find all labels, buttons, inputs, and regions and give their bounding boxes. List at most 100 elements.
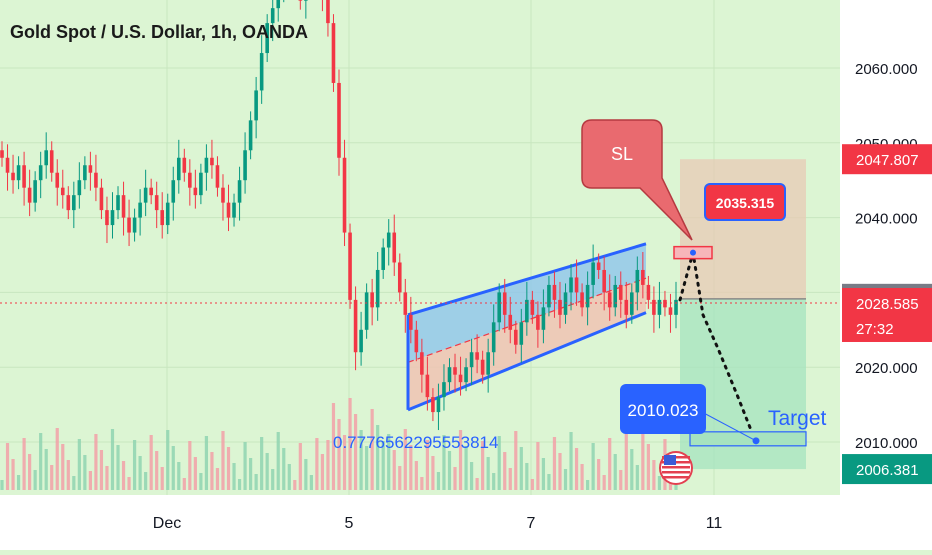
target-price-box [620,384,706,434]
volume-bar [469,462,474,490]
volume-bar [33,470,37,490]
candle-body [580,292,584,308]
candle-body [259,53,264,91]
volume-bar [569,432,573,490]
volume-bar [83,455,87,490]
volume-bar [597,459,601,490]
candle-body [519,322,524,345]
y-tick-label: 2060.000 [855,61,918,78]
candle-body [215,165,220,188]
price-tag-label: 2028.585 [856,296,919,313]
sl-price-box [704,183,786,221]
candle-body [668,307,673,315]
candle-body [353,299,358,353]
candle-body [132,217,137,233]
candle-body [44,150,48,166]
volume-bar [282,448,286,490]
candle-body [397,262,402,293]
volume-bar [326,440,330,490]
candle-body [94,172,98,188]
volume-bar [497,436,501,490]
candle-body [436,397,441,413]
sl-price-label: 2035.315 [716,195,775,211]
volume-bar [447,451,452,490]
volume-bar [342,435,347,490]
volume-bar [613,454,617,490]
candle-body [359,329,363,353]
volume-bar [331,403,336,490]
volume-bar [530,479,534,490]
candle-body [635,269,640,293]
candle-body [265,23,269,54]
volume-bar [309,475,313,490]
candle-body [149,187,153,196]
target-text: Target [768,407,827,430]
volume-bar [127,477,131,490]
x-tick-label: 7 [527,515,536,532]
volume-bar [602,475,606,490]
volume-bar [237,479,242,490]
volume-bar [514,431,518,490]
volume-bar [503,452,507,490]
price-tag-box [842,287,932,342]
candle-body [77,180,82,196]
candle-body [27,187,32,203]
volume-bar [110,429,115,490]
candle-body [602,269,606,293]
candle-body [331,23,336,83]
target-box [689,431,807,447]
candle-body [442,382,446,398]
volume-bar [624,433,628,490]
volume-bar [657,476,662,490]
volume-bar [177,462,181,490]
candle-body [210,157,214,166]
candle-body [375,269,380,308]
volume-bar [365,446,369,490]
candle-body [16,165,21,181]
volume-bar [116,445,120,490]
candle-body [38,165,43,181]
volume-bar [409,445,413,490]
candle-body [171,180,176,203]
volume-bar [166,430,170,490]
channel-mid-line [407,277,647,363]
candle-body [657,299,662,315]
price-tag-countdown: 27:32 [856,321,894,338]
candle-body [480,359,485,375]
volume-bar [519,447,523,490]
candle-body [55,172,60,188]
candle-body [591,262,595,285]
candle-body [469,352,474,368]
volume-bar [315,438,319,490]
us-flag-icon [659,451,693,485]
flag-canton [664,455,676,465]
candle-body [248,120,253,151]
candle-body [105,210,109,226]
candle-body [624,299,629,315]
candle-body [536,314,540,330]
volume-bar [66,460,70,490]
sl-callout [581,119,693,241]
candle-body [83,165,87,181]
volume-bar [337,419,341,490]
volume-bar [646,444,650,490]
volume-bar [265,453,269,490]
volume-bar [243,442,247,490]
candle-body [49,150,54,173]
volume-bar [492,473,496,490]
channel-lower-line [407,311,647,412]
candle-body [165,202,170,226]
channel-upper-line [407,242,647,317]
candle-body [386,232,391,248]
candle-body [221,187,225,203]
volume-bar [387,434,391,490]
volume-bar [276,432,280,490]
volume-bar [155,451,159,490]
candles [0,0,678,431]
projection-path [678,252,758,445]
volume-bar [22,438,26,490]
volume-bar [260,437,264,490]
target-price-label: 2010.023 [628,401,699,420]
candle-body [630,292,634,315]
